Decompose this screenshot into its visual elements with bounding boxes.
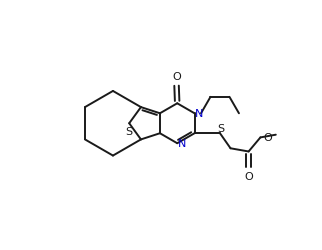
Text: O: O <box>263 133 272 143</box>
Text: O: O <box>172 72 181 82</box>
Text: N: N <box>195 108 203 118</box>
Text: O: O <box>244 172 253 182</box>
Text: S: S <box>126 126 133 136</box>
Text: S: S <box>218 124 225 134</box>
Text: N: N <box>177 139 186 149</box>
